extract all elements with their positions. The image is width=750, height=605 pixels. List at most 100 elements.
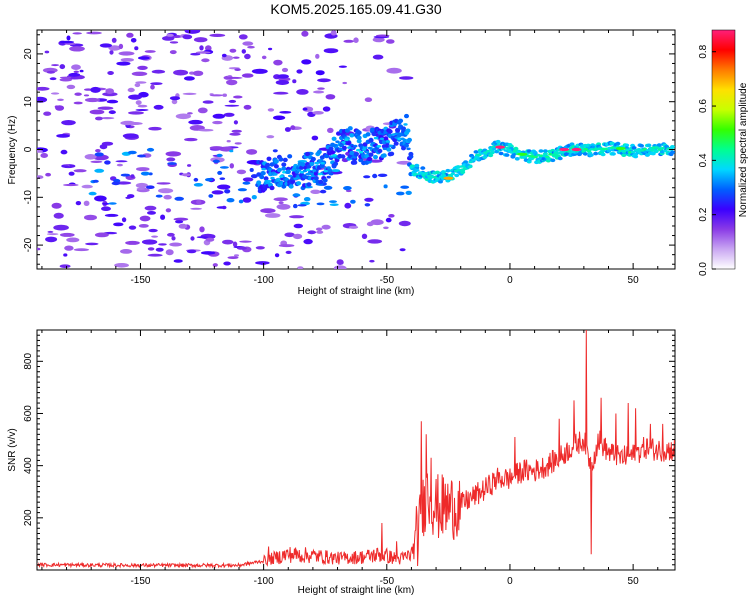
noise-cell bbox=[310, 189, 321, 194]
ridge-cell bbox=[670, 150, 675, 155]
noise-cell bbox=[330, 30, 337, 36]
x-tick-label: -150 bbox=[130, 576, 150, 587]
noise-cell bbox=[242, 197, 252, 203]
ridge-cell bbox=[445, 168, 451, 173]
noise-cell bbox=[322, 106, 331, 112]
noise-cell bbox=[107, 71, 114, 75]
noise-cell bbox=[396, 191, 405, 196]
noise-cell bbox=[193, 37, 208, 43]
ridge-cell bbox=[387, 129, 393, 134]
noise-cell bbox=[229, 163, 234, 169]
noise-cell bbox=[296, 89, 309, 95]
noise-cell bbox=[372, 54, 384, 60]
ridge-cell bbox=[482, 148, 488, 153]
noise-cell bbox=[333, 265, 347, 269]
noise-cell bbox=[383, 184, 388, 189]
noise-cell bbox=[273, 91, 289, 95]
ridge-cell bbox=[473, 150, 479, 154]
noise-cell bbox=[127, 150, 137, 155]
noise-cell bbox=[372, 37, 385, 43]
noise-cell bbox=[316, 230, 324, 234]
noise-cell bbox=[71, 64, 81, 70]
ridge-cell bbox=[488, 153, 494, 158]
ridge-cell bbox=[278, 157, 284, 162]
noise-cell bbox=[115, 160, 128, 163]
x-tick-label: 0 bbox=[507, 576, 513, 587]
ridge-cell bbox=[281, 162, 287, 167]
noise-cell bbox=[108, 110, 116, 115]
ridge-cell bbox=[368, 152, 374, 157]
ridge-cell bbox=[316, 149, 322, 155]
ridge-cell bbox=[454, 173, 460, 178]
ridge-core bbox=[353, 144, 358, 148]
noise-cell bbox=[221, 53, 227, 58]
ridge-cell bbox=[331, 136, 337, 141]
noise-cell bbox=[37, 86, 50, 91]
noise-cell bbox=[285, 250, 292, 254]
noise-cell bbox=[250, 174, 258, 179]
noise-cell bbox=[178, 223, 188, 229]
noise-cell bbox=[273, 59, 283, 66]
noise-cell bbox=[289, 215, 305, 219]
noise-cell bbox=[137, 56, 150, 60]
spectrogram-xlabel: Height of straight line (km) bbox=[298, 286, 415, 297]
noise-cell bbox=[136, 167, 150, 172]
snr-xlabel: Height of straight line (km) bbox=[298, 585, 415, 596]
ridge-core bbox=[415, 168, 420, 172]
ridge-cell bbox=[262, 186, 268, 192]
noise-cell bbox=[190, 52, 201, 56]
noise-cell bbox=[193, 183, 203, 187]
noise-cell bbox=[343, 39, 355, 43]
ridge-core bbox=[560, 150, 565, 154]
noise-cell bbox=[40, 153, 48, 158]
noise-cell bbox=[281, 67, 289, 73]
noise-cell bbox=[205, 178, 214, 182]
noise-cell bbox=[368, 159, 383, 163]
noise-cell bbox=[44, 50, 50, 54]
noise-cell bbox=[137, 65, 148, 70]
noise-cell bbox=[79, 69, 84, 73]
ridge-cell bbox=[273, 164, 279, 169]
noise-cell bbox=[66, 84, 76, 90]
ridge-core bbox=[512, 149, 518, 153]
ridge-cell bbox=[299, 165, 305, 170]
noise-cell bbox=[46, 233, 59, 236]
noise-cell bbox=[188, 119, 203, 125]
noise-cell bbox=[59, 78, 73, 82]
ridge-core bbox=[288, 174, 293, 178]
ridge-cell bbox=[593, 151, 599, 156]
noise-cell bbox=[135, 109, 149, 111]
noise-cell bbox=[166, 33, 174, 37]
ridge-core bbox=[483, 151, 488, 154]
ridge-cell bbox=[653, 149, 659, 154]
ridge-core bbox=[338, 147, 343, 151]
noise-cell bbox=[344, 202, 352, 209]
ridge-cell bbox=[349, 150, 355, 156]
ridge-cell bbox=[498, 151, 504, 156]
noise-cell bbox=[118, 51, 135, 56]
ridge-core bbox=[660, 146, 665, 150]
noise-cell bbox=[49, 77, 57, 81]
noise-cell bbox=[385, 217, 392, 223]
noise-cell bbox=[251, 195, 257, 200]
ridge-cell bbox=[265, 162, 271, 168]
noise-cell bbox=[156, 182, 171, 185]
ridge-core bbox=[379, 137, 385, 141]
noise-cell bbox=[125, 196, 131, 199]
ridge-core bbox=[583, 147, 588, 151]
ridge-cell bbox=[352, 160, 358, 165]
ridge-cell bbox=[588, 153, 594, 157]
noise-cell bbox=[114, 263, 129, 268]
ridge-core bbox=[335, 140, 340, 143]
noise-cell bbox=[59, 264, 71, 269]
ridge-cell bbox=[266, 156, 272, 161]
noise-cell bbox=[187, 112, 193, 115]
ridge-cell bbox=[371, 131, 377, 137]
ridge-cell bbox=[656, 143, 662, 147]
ridge-core bbox=[424, 172, 429, 175]
noise-cell bbox=[83, 94, 90, 97]
ridge-core bbox=[341, 141, 346, 144]
noise-cell bbox=[251, 68, 268, 74]
noise-cell bbox=[279, 111, 292, 114]
noise-cell bbox=[229, 48, 237, 53]
